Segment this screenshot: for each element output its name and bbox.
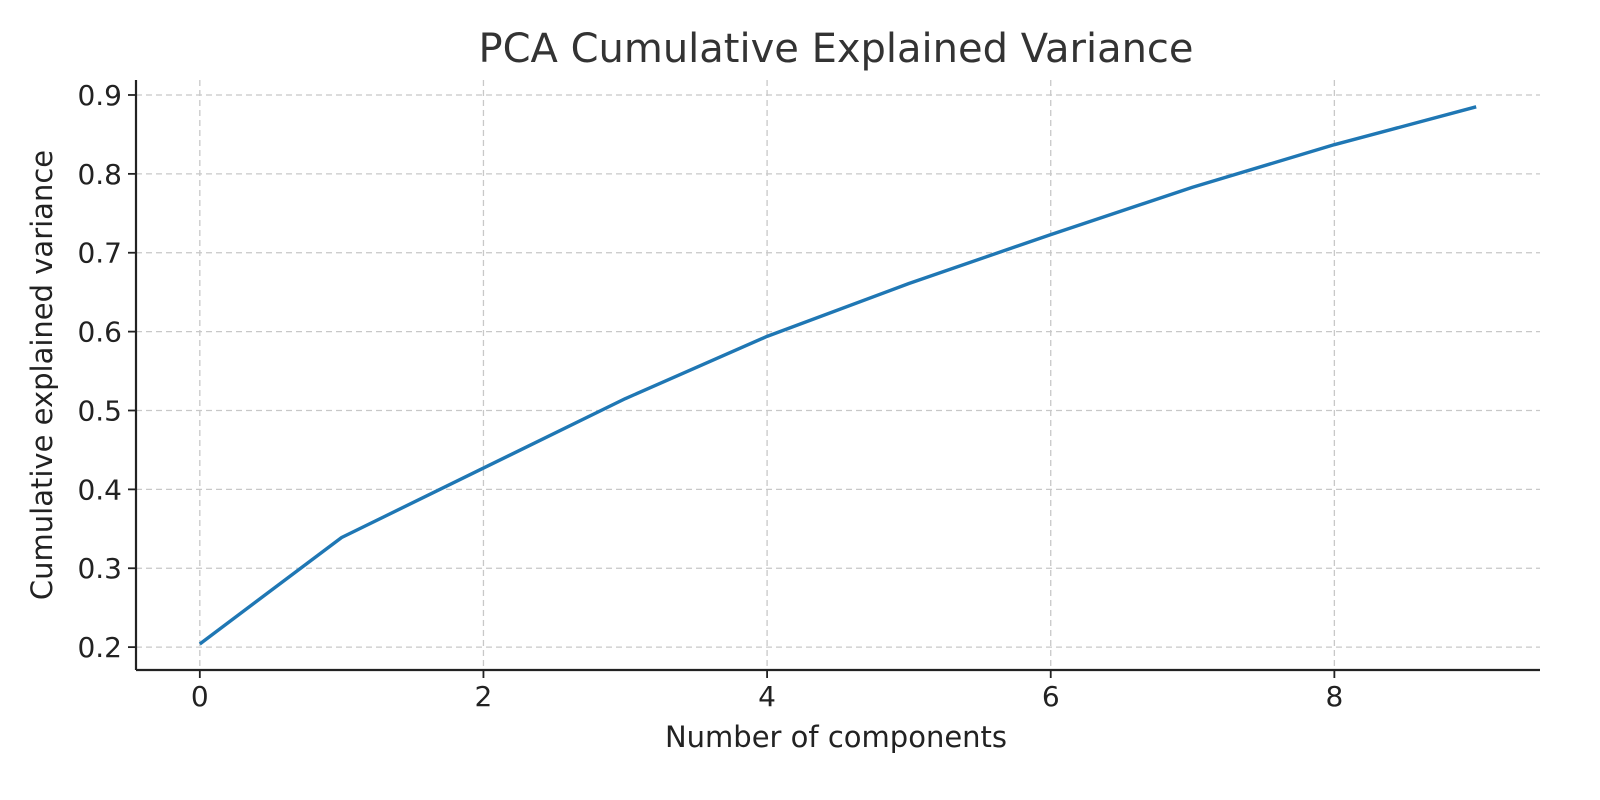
y-tick-label: 0.4	[77, 473, 122, 506]
ticks: 0 2 4 6 8 0.2 0.3 0.4 0.5 0.6 0.7 0.8 0.9	[77, 79, 1343, 713]
series-line	[198, 105, 1477, 646]
y-tick-label: 0.9	[77, 79, 122, 112]
x-tick-label: 8	[1325, 680, 1343, 713]
x-tick-label: 0	[191, 680, 209, 713]
x-axis-label: Number of components	[665, 720, 1007, 754]
chart-title: PCA Cumulative Explained Variance	[478, 26, 1193, 72]
y-axis-label: Cumulative explained variance	[25, 150, 59, 600]
series-lines	[198, 105, 1477, 646]
y-tick-label: 0.3	[77, 552, 122, 585]
y-tick-label: 0.5	[77, 394, 122, 427]
x-tick-label: 2	[475, 680, 493, 713]
y-tick-label: 0.8	[77, 158, 122, 191]
grid-lines	[136, 80, 1540, 670]
y-tick-label: 0.7	[77, 237, 122, 270]
x-tick-label: 6	[1042, 680, 1060, 713]
y-tick-label: 0.2	[77, 631, 122, 664]
x-tick-label: 4	[758, 680, 776, 713]
axes	[134, 80, 1540, 672]
y-tick-label: 0.6	[77, 316, 122, 349]
